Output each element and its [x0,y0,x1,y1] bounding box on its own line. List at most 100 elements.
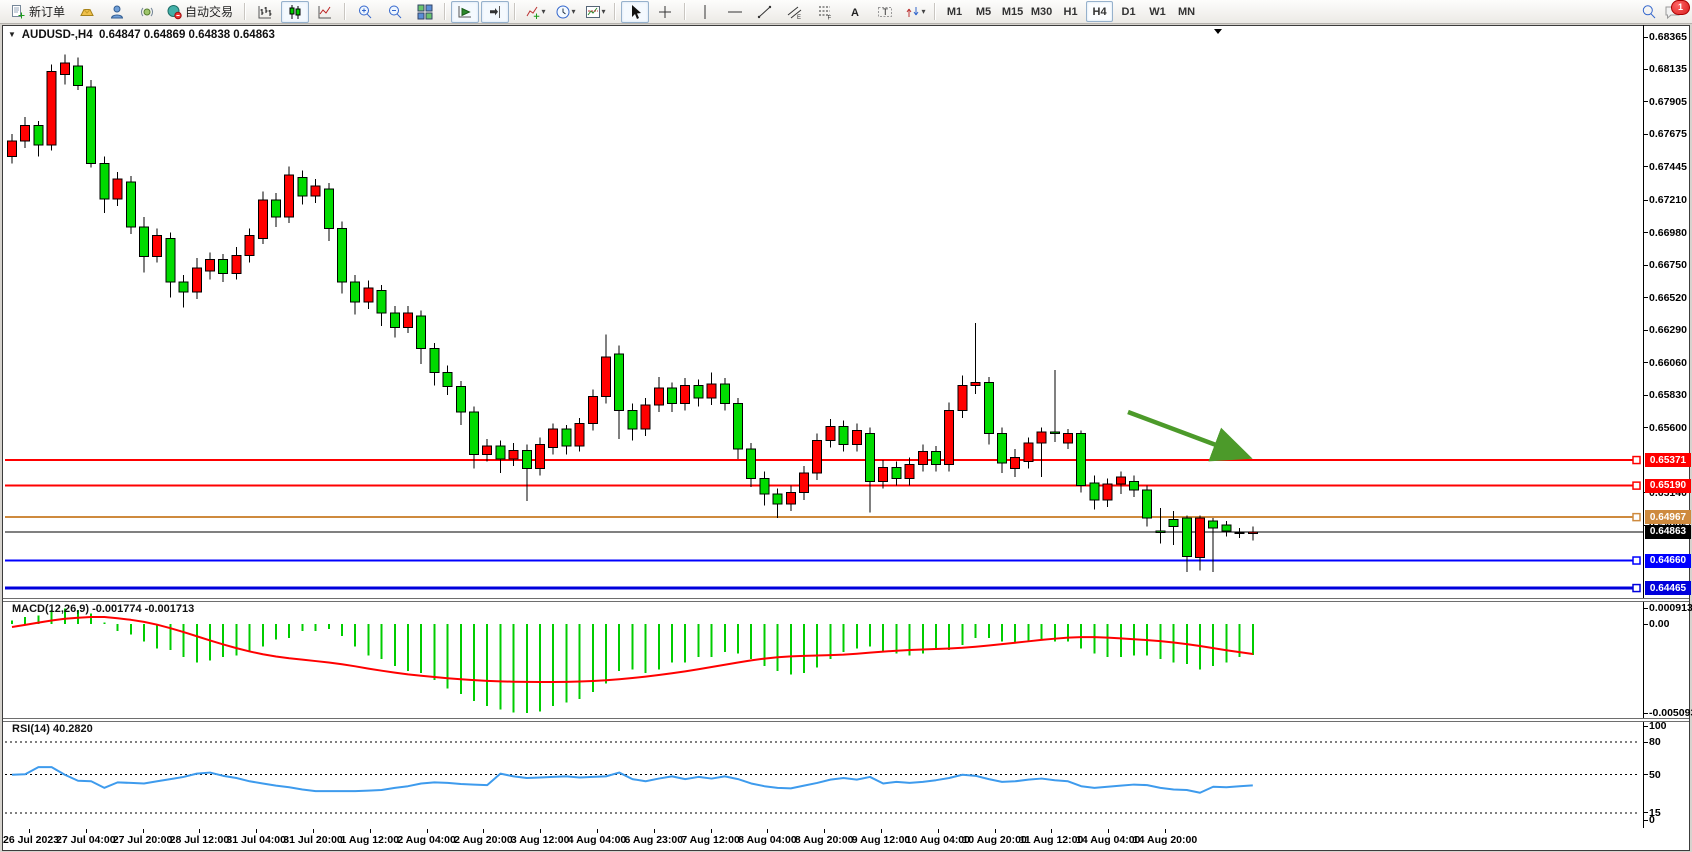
fibonacci-icon: F [817,4,833,20]
candle [878,466,889,482]
zoom-out-icon [387,4,403,20]
market-signal-button[interactable] [133,1,161,23]
time-axis-tick [483,829,485,833]
price-axis-label: 0.67905 [1649,95,1687,108]
timeframe-button-H1[interactable]: H1 [1063,5,1078,18]
macd-pane[interactable] [11,608,1254,713]
candle [746,448,757,480]
time-axis-tick [653,829,655,833]
ingot-button[interactable] [73,1,101,23]
candle [178,281,189,293]
time-axis-tick [142,829,144,833]
chart-shift-marker[interactable] [1214,29,1222,34]
candle [865,432,875,482]
time-axis-label: 2 Aug 20:00 [454,834,513,846]
level-anchor[interactable] [1632,556,1641,565]
line-chart-icon [317,4,333,20]
level-anchor[interactable] [1632,481,1641,490]
autotrade-button[interactable]: 自动交易 [163,1,239,23]
candle [1063,432,1073,444]
equidistant-channel-button[interactable]: E [781,1,809,23]
fibonacci-button[interactable]: F [811,1,839,23]
text-button[interactable]: A [841,1,869,23]
line-chart-button[interactable] [311,1,339,23]
candle [1049,431,1060,434]
time-axis-label: 10 Aug 20:00 [962,834,1027,846]
chart-canvas[interactable] [0,25,1692,828]
axis-tick [1643,725,1648,727]
macd-pane-splitter[interactable] [3,598,1689,602]
candle [640,404,651,430]
text-label-button[interactable]: T [871,1,899,23]
candle [1247,531,1258,535]
candle [1129,480,1139,491]
crosshair-button[interactable] [651,1,679,23]
level-price-label: 0.65371 [1645,453,1691,468]
auto-scroll-button[interactable] [451,0,480,23]
candle [904,463,915,480]
indicators-button[interactable]: ▾ [521,1,549,23]
new-order-button[interactable]: 新订单 [7,1,71,23]
chart-shift-button[interactable] [481,0,510,23]
templates-button[interactable]: ▾ [581,1,609,23]
candle [376,290,387,314]
toolbar-separator [444,3,447,20]
trend-arrow-annotation[interactable] [1127,409,1253,462]
tile-windows-button[interactable] [411,1,439,23]
zoom-in-button[interactable] [351,1,379,23]
horizontal-line-button[interactable] [721,1,749,23]
level-anchor[interactable] [1632,512,1641,522]
time-axis-label: 6 Aug 23:00 [624,834,684,846]
time-axis-tick [313,829,314,833]
time-axis-label: 8 Aug 20:00 [794,834,854,846]
candle [535,444,545,470]
cursor-button[interactable] [621,0,650,23]
timeframe-button-M5[interactable]: M5 [975,5,992,18]
timeframe-button-W1[interactable]: W1 [1149,5,1166,18]
candle [812,439,823,474]
rsi-pane-splitter[interactable] [3,718,1689,722]
bar-chart-button[interactable] [251,1,279,23]
axis-tick [1643,36,1648,38]
time-axis-label: 3 Aug 12:00 [510,834,570,846]
chevron-down-icon: ▾ [921,7,926,16]
candle [363,287,374,303]
tile-windows-icon [417,4,433,20]
timeframe-button-M15[interactable]: M15 [1001,5,1024,18]
trendline-button[interactable] [751,1,779,23]
candle [469,411,479,456]
timeframe-button-M1[interactable]: M1 [946,5,963,18]
notifications-button[interactable]: 1 [1664,0,1690,22]
candle [587,396,598,424]
search-button[interactable] [1635,1,1663,23]
candle [733,403,743,450]
rsi-pane[interactable] [5,741,1638,814]
macd-label: MACD(12,26,9) -0.001774 -0.001713 [12,603,195,615]
candle [403,312,413,328]
candle [1221,524,1232,532]
candle [1142,489,1153,519]
svg-text:E: E [797,15,801,20]
candle [257,199,268,239]
price-pane[interactable] [5,29,1643,593]
level-anchor[interactable] [1632,455,1641,465]
candle [1023,442,1034,463]
indicators-icon [525,4,541,20]
periods-button[interactable]: ▾ [551,1,579,23]
price-axis-label: 0.66290 [1649,324,1687,337]
level-anchor[interactable] [1632,583,1641,593]
timeframe-button-M30[interactable]: M30 [1030,5,1053,18]
timeframe-button-D1[interactable]: D1 [1121,5,1136,18]
profile-button[interactable] [103,1,131,23]
price-axis-label: 0.65830 [1649,389,1687,402]
vertical-line-button[interactable] [691,1,719,23]
collapse-triangle-icon[interactable]: ▼ [8,30,16,39]
zoom-out-button[interactable] [381,1,409,23]
timeframe-button-MN[interactable]: MN [1177,5,1196,18]
candlestick-chart-button[interactable] [281,0,310,23]
timeframe-button-H4[interactable]: H4 [1086,1,1114,22]
arrows-button[interactable]: ▾ [901,1,929,23]
candle [706,383,717,399]
time-axis-label: 4 Aug 04:00 [567,834,627,846]
candle [1102,483,1113,501]
